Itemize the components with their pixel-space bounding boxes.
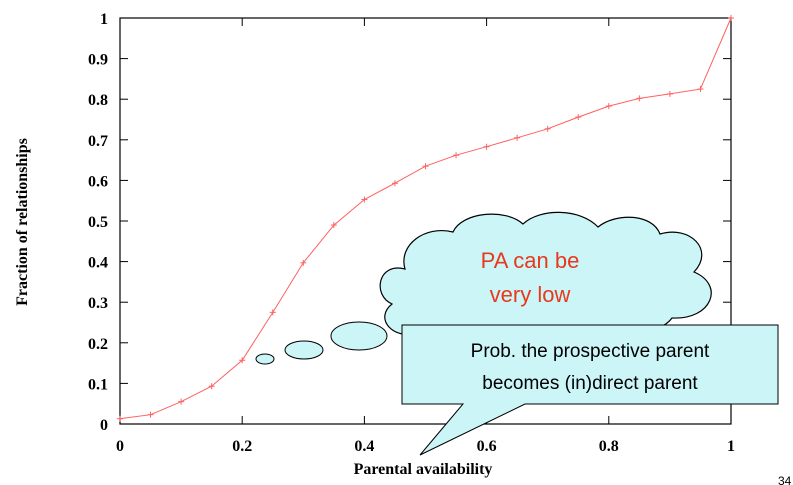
data-point xyxy=(605,103,612,110)
data-point xyxy=(483,143,490,150)
y-tick-label: 0.7 xyxy=(88,133,108,150)
x-tick-label: 0.8 xyxy=(599,438,619,455)
y-tick-label: 0.5 xyxy=(88,214,108,231)
data-point xyxy=(728,15,734,21)
data-point xyxy=(391,180,398,187)
x-tick-label: 0 xyxy=(116,438,124,455)
thought-bubble-small xyxy=(255,353,275,365)
y-tick-label: 0.3 xyxy=(88,295,108,312)
data-point xyxy=(697,86,704,93)
data-point xyxy=(575,114,582,121)
data-point xyxy=(300,259,307,266)
x-tick-label: 0.4 xyxy=(354,438,374,455)
data-point xyxy=(178,398,185,405)
y-axis-label: Fraction of relationships xyxy=(14,138,31,306)
y-tick-label: 0 xyxy=(100,417,108,434)
data-point xyxy=(117,415,123,422)
y-tick-label: 1 xyxy=(100,11,108,28)
y-tick-label: 0.2 xyxy=(88,336,108,353)
x-tick-label: 1 xyxy=(727,438,735,455)
cloud-text-line-2: very low xyxy=(490,282,571,307)
x-tick-label: 0.2 xyxy=(232,438,252,455)
y-tick-label: 0.9 xyxy=(88,52,108,69)
y-tick-label: 0.1 xyxy=(88,376,108,393)
page-number: 34 xyxy=(778,474,792,485)
series-layer xyxy=(117,15,734,422)
callout-text-line-2: becomes (in)direct parent xyxy=(482,373,698,394)
data-point xyxy=(666,90,673,97)
data-point xyxy=(422,163,429,170)
data-point xyxy=(544,125,551,132)
cloud-text-line-1: PA can be xyxy=(481,248,580,273)
x-axis-label: Parental availability xyxy=(354,461,493,478)
tick-layer: 0 0.2 0.4 0.6 0.8 1 0 0.1 0.2 0.3 0.4 0.5 0.6 0.7 0.8 0… xyxy=(88,11,735,455)
x-tick-label: 0.6 xyxy=(477,438,497,455)
data-point xyxy=(239,357,246,364)
speech-callout: Prob. the prospective parent becomes (in… xyxy=(401,324,779,456)
data-point xyxy=(453,152,460,159)
data-point xyxy=(269,309,276,316)
data-point xyxy=(147,411,154,418)
y-tick-label: 0.8 xyxy=(88,92,108,109)
data-point xyxy=(514,134,521,141)
thought-bubble-medium xyxy=(284,340,324,360)
data-point xyxy=(361,196,368,203)
data-point xyxy=(208,383,215,390)
callout-text-line-1: Prob. the prospective parent xyxy=(471,341,710,362)
data-point xyxy=(330,222,337,229)
y-tick-label: 0.6 xyxy=(88,173,108,190)
data-point xyxy=(636,95,643,102)
thought-bubble-large xyxy=(330,321,388,351)
y-tick-label: 0.4 xyxy=(88,255,108,272)
